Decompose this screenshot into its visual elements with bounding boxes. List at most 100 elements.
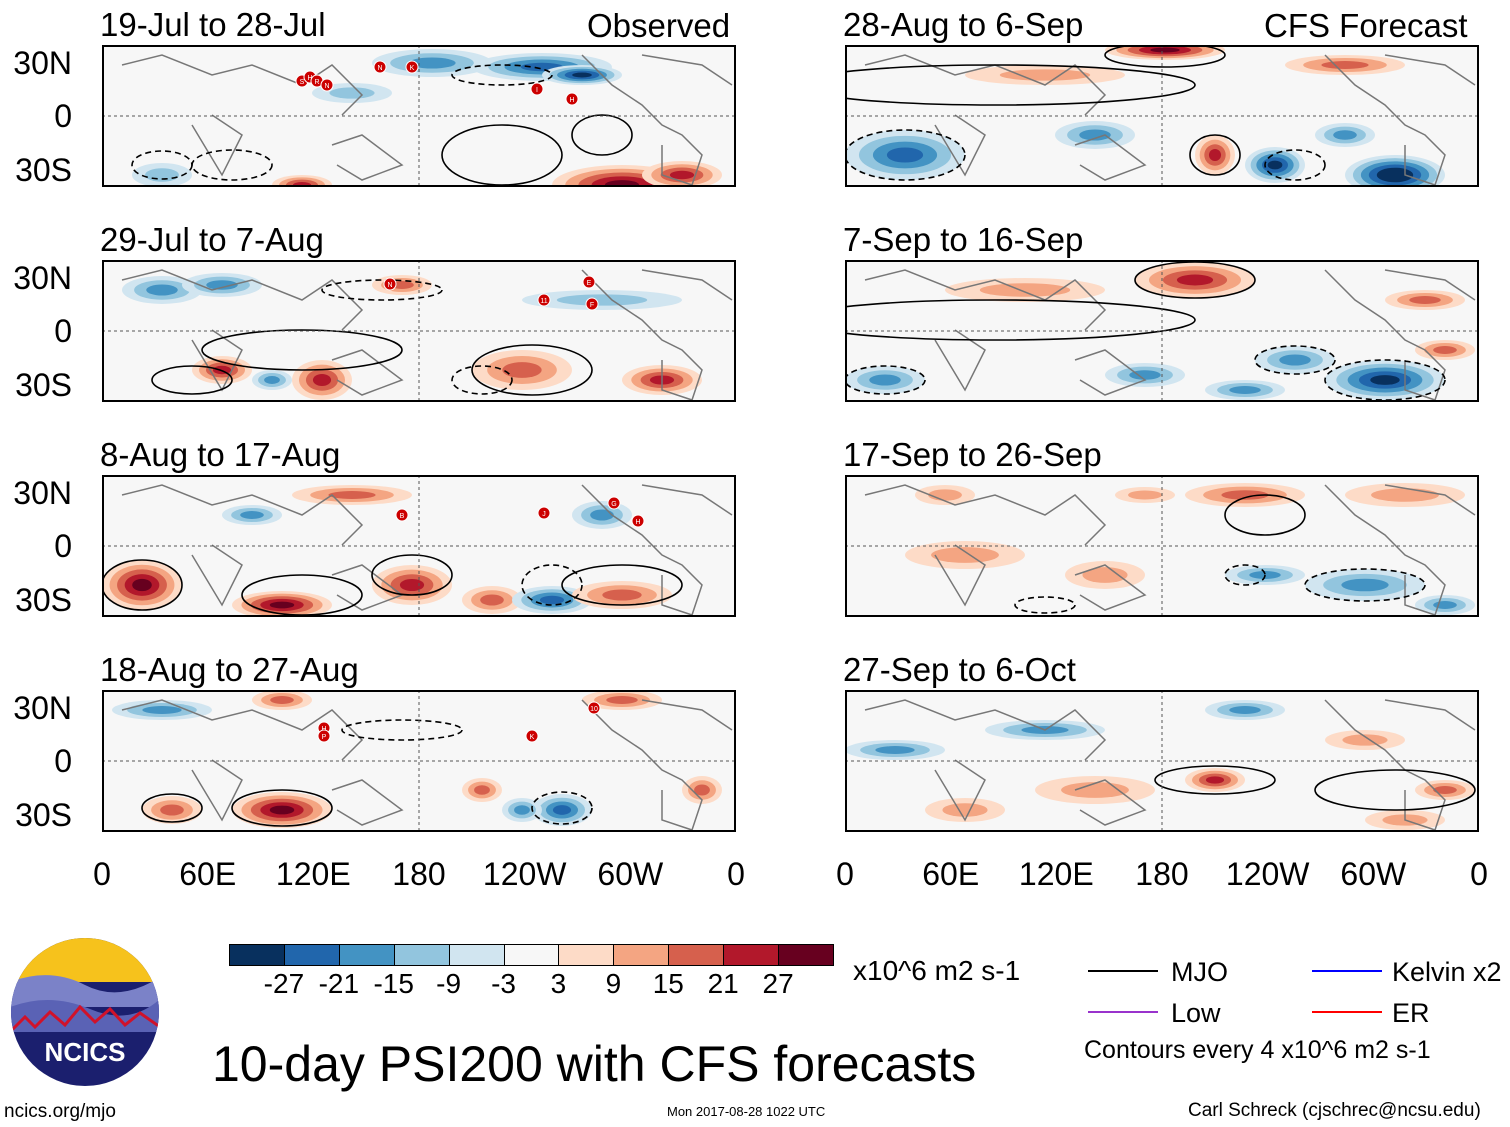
storm-label: N	[387, 282, 392, 289]
positive-contour	[1314, 769, 1476, 811]
panel-frame	[845, 260, 1479, 402]
anomaly-shade	[146, 284, 178, 296]
storm-label: K	[410, 65, 415, 72]
negative-contour	[845, 365, 926, 395]
legend-mjo-line	[1088, 970, 1158, 972]
anomaly-shade	[269, 601, 295, 609]
storm-marker-icon	[373, 60, 387, 74]
coastline	[864, 699, 1476, 831]
anomaly-shade	[999, 69, 1091, 81]
positive-contour	[102, 559, 183, 611]
map-panel	[845, 45, 1479, 187]
negative-contour	[1224, 564, 1266, 586]
anomaly-shade	[1082, 567, 1128, 583]
positive-contour	[471, 344, 593, 396]
storm-marker-icon	[607, 496, 621, 510]
positive-contour	[561, 564, 683, 606]
anomaly-shade	[1150, 47, 1180, 53]
storm-label: K	[530, 734, 535, 741]
legend-kelvin-label: Kelvin x2	[1392, 957, 1502, 987]
anomaly-shade	[572, 72, 592, 78]
positive-contour	[1154, 765, 1276, 795]
colorbar-swatch	[613, 944, 670, 966]
anomaly-shade	[694, 784, 710, 796]
lat-tick-label: 30S	[15, 582, 72, 618]
anomaly-shade	[502, 362, 542, 378]
lon-tick-label: 120E	[1018, 856, 1094, 892]
site-url[interactable]: ncics.org/mjo	[4, 1101, 116, 1122]
legend-er-label: ER	[1392, 998, 1430, 1028]
colorbar-swatch	[778, 944, 834, 966]
anomaly-shade	[1221, 490, 1269, 500]
storm-marker-icon	[405, 60, 419, 74]
colorbar-swatch	[723, 944, 780, 966]
negative-contour	[1254, 345, 1336, 375]
anomaly-shade	[979, 283, 1071, 297]
colorbar-swatch	[503, 944, 560, 966]
panel-frame	[102, 45, 736, 187]
storm-label: 10	[590, 706, 598, 713]
anomaly-shade	[1205, 776, 1225, 784]
negative-contour	[341, 719, 463, 741]
lon-tick-label: 120E	[275, 856, 351, 892]
lat-tick-label: 30S	[15, 152, 72, 188]
anomaly-shade	[928, 489, 962, 501]
lat-tick-label: 30N	[13, 260, 72, 296]
anomaly-shade	[160, 804, 184, 816]
anomaly-shade	[1279, 354, 1311, 366]
anomaly-shade	[886, 147, 924, 163]
colorbar-tick-label: 15	[652, 968, 684, 999]
positive-contour	[1189, 134, 1241, 176]
negative-contour	[521, 564, 583, 606]
anomaly-shade	[240, 511, 264, 519]
panel-frame	[845, 475, 1479, 617]
lon-tick-label: 0	[1470, 856, 1488, 892]
legend-mjo-label: MJO	[1171, 957, 1228, 987]
anomaly-shade	[669, 170, 695, 180]
legend-er-line	[1312, 1011, 1382, 1013]
legend-low-line	[1088, 1011, 1158, 1013]
positive-contour	[845, 64, 1196, 106]
storm-marker-icon	[383, 277, 397, 291]
storm-label: G	[611, 501, 616, 508]
anomaly-shade	[480, 594, 504, 606]
storm-marker-icon	[537, 293, 551, 307]
lon-tick-label: 0	[727, 856, 745, 892]
colorbar-tick-label: 27	[762, 968, 794, 999]
anomaly-shade	[408, 57, 456, 69]
map-panel: N 11 E F	[102, 260, 736, 402]
anomaly-shade	[1128, 490, 1162, 500]
coastline	[864, 54, 1476, 186]
panel-frame	[102, 690, 736, 832]
lon-tick-label: 180	[1135, 856, 1189, 892]
positive-contour	[231, 789, 333, 827]
colorbar-swatch	[393, 944, 450, 966]
colorbar-swatch	[668, 944, 725, 966]
anomaly-shade	[606, 696, 638, 704]
anomaly-shade	[1370, 375, 1400, 385]
colorbar-swatch	[338, 944, 395, 966]
map-panel	[845, 260, 1479, 402]
storm-marker-icon	[395, 508, 409, 522]
forecast-label: CFS Forecast	[1264, 7, 1468, 44]
panel-title: 28-Aug to 6-Sep	[843, 6, 1084, 43]
positive-contour	[1224, 494, 1306, 536]
colorbar-swatch	[558, 944, 615, 966]
lat-tick-label: 30S	[15, 367, 72, 403]
panel-title: 19-Jul to 28-Jul	[100, 6, 326, 43]
panel-title: 18-Aug to 27-Aug	[100, 651, 359, 688]
anomaly-shade	[514, 805, 530, 815]
lon-tick-label: 0	[836, 856, 854, 892]
negative-contour	[1304, 568, 1426, 602]
lat-tick-label: 30N	[13, 45, 72, 81]
negative-contour	[1324, 359, 1446, 401]
anomaly-shade	[1129, 370, 1161, 380]
anomaly-shade	[269, 805, 295, 815]
anomaly-shade	[142, 706, 182, 714]
colorbar-swatch	[283, 944, 340, 966]
lat-tick-label: 0	[54, 528, 72, 564]
positive-contour	[201, 329, 403, 371]
positive-contour	[151, 365, 233, 395]
